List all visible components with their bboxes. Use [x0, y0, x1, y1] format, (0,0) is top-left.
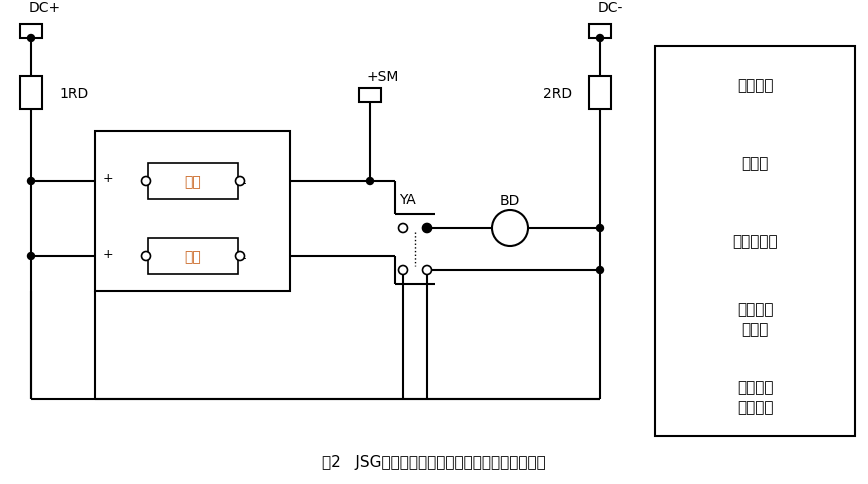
Circle shape [366, 178, 373, 185]
Circle shape [235, 177, 245, 186]
Text: +: + [103, 172, 114, 185]
Text: 闪光小母线: 闪光小母线 [733, 234, 778, 249]
Text: 1RD: 1RD [59, 86, 89, 100]
Circle shape [141, 252, 150, 261]
Bar [20, 25, 42, 39]
Text: DC+: DC+ [29, 1, 61, 15]
Circle shape [423, 225, 431, 232]
Text: 启动: 启动 [185, 175, 201, 189]
Text: 静态闪光: 静态闪光 [737, 302, 773, 317]
Text: 熔断器: 熔断器 [741, 156, 769, 171]
Text: BD: BD [500, 194, 521, 208]
Bar [359, 89, 381, 103]
Circle shape [28, 178, 35, 185]
Text: -: - [241, 177, 246, 190]
Bar [95, 132, 290, 291]
Circle shape [141, 177, 150, 186]
Text: 试验按钮: 试验按钮 [737, 380, 773, 394]
Circle shape [423, 224, 431, 233]
Bar [148, 239, 238, 274]
Text: 及信号灯: 及信号灯 [737, 400, 773, 415]
Bar [589, 25, 611, 39]
Text: YA: YA [399, 193, 416, 207]
Circle shape [596, 35, 603, 43]
Circle shape [28, 35, 35, 43]
Text: +SM: +SM [366, 70, 398, 84]
Circle shape [398, 224, 407, 233]
Text: 电源: 电源 [185, 249, 201, 263]
Text: -: - [241, 252, 246, 265]
Text: 断电器: 断电器 [741, 322, 769, 337]
Circle shape [596, 225, 603, 232]
Circle shape [235, 252, 245, 261]
Bar [655, 47, 855, 436]
Text: 2RD: 2RD [542, 86, 572, 100]
Text: +: + [103, 247, 114, 260]
Circle shape [596, 267, 603, 274]
Circle shape [28, 253, 35, 260]
Bar [589, 77, 611, 110]
Text: DC-: DC- [598, 1, 623, 15]
Circle shape [398, 266, 407, 275]
Bar [148, 164, 238, 199]
Text: 直流母线: 直流母线 [737, 78, 773, 93]
Circle shape [423, 266, 431, 275]
Circle shape [492, 211, 528, 246]
Text: 图2   JSG系列静态闪光继电器应用外部接线参考图: 图2 JSG系列静态闪光继电器应用外部接线参考图 [322, 454, 546, 469]
Bar [20, 77, 42, 110]
